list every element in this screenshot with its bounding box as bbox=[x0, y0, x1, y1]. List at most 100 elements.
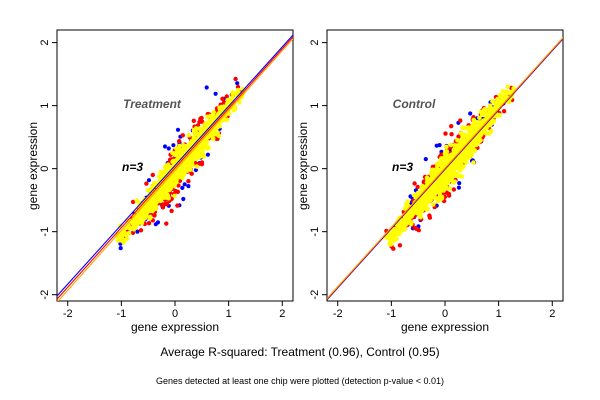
scatter-point bbox=[199, 162, 205, 167]
scatter-point bbox=[434, 143, 439, 148]
scatter-point bbox=[152, 180, 157, 186]
fit-lines bbox=[57, 34, 293, 301]
scatter-point bbox=[466, 125, 471, 130]
scatter-point bbox=[455, 173, 461, 179]
scatter-point bbox=[483, 113, 488, 118]
scatter-point bbox=[235, 81, 240, 86]
scatter-point bbox=[135, 229, 140, 234]
scatter-point bbox=[181, 165, 186, 170]
scatter-point bbox=[213, 91, 218, 96]
scatter-point bbox=[473, 127, 478, 132]
scatter-point bbox=[166, 146, 171, 151]
point-cloud bbox=[384, 84, 516, 251]
scatter-point bbox=[402, 221, 407, 227]
scatter-point bbox=[446, 193, 452, 198]
scatter-point bbox=[411, 192, 417, 198]
scatter-point bbox=[175, 203, 180, 208]
scatter-point bbox=[152, 197, 157, 202]
scatter-point bbox=[175, 127, 181, 132]
scatter-point bbox=[211, 114, 217, 119]
scatter-point bbox=[130, 230, 136, 235]
scatter-point bbox=[487, 131, 492, 136]
footnote: Genes detected at least one chip were pl… bbox=[156, 376, 444, 386]
scatter-point bbox=[191, 153, 196, 159]
scatter-point bbox=[194, 164, 200, 169]
scatter-point bbox=[147, 214, 153, 220]
scatter-point bbox=[446, 166, 452, 172]
scatter-point bbox=[206, 145, 211, 151]
panel-title: Treatment bbox=[123, 97, 182, 111]
scatter-point bbox=[430, 202, 436, 207]
scatter-point bbox=[397, 243, 403, 248]
scatter-point bbox=[159, 171, 165, 177]
fit-line-red bbox=[57, 36, 293, 300]
scatter-point bbox=[484, 125, 490, 131]
scatter-point bbox=[117, 238, 122, 243]
scatter-point bbox=[460, 165, 465, 170]
scatter-point bbox=[224, 94, 229, 99]
scatter-point bbox=[153, 222, 158, 227]
scatter-point bbox=[389, 234, 394, 239]
scatter-point bbox=[412, 203, 418, 209]
scatter-point bbox=[159, 190, 165, 195]
scatter-point bbox=[496, 112, 501, 118]
scatter-point bbox=[192, 129, 197, 135]
scatter-point bbox=[174, 146, 179, 151]
scatter-point bbox=[444, 190, 449, 195]
x-tick-label: -2 bbox=[63, 308, 73, 320]
scatter-point bbox=[444, 149, 450, 154]
scatter-point bbox=[460, 135, 466, 140]
scatter-point bbox=[430, 167, 435, 173]
scatter-point bbox=[506, 99, 512, 105]
scatter-point bbox=[457, 181, 462, 186]
scatter-point bbox=[146, 178, 152, 183]
scatter-point bbox=[231, 107, 236, 113]
fit-line-blue bbox=[57, 34, 293, 297]
scatter-point bbox=[130, 199, 136, 205]
scatter-point bbox=[181, 196, 186, 202]
scatter-point bbox=[180, 133, 185, 138]
scatter-point bbox=[467, 133, 472, 138]
scatter-point bbox=[402, 206, 408, 211]
scatter-point bbox=[511, 86, 516, 91]
scatter-panel-treatment: -2 -1 0 1 2 -2 -1 0 1 2 Treatment n=3 gene expre… bbox=[26, 29, 294, 334]
scatter-point bbox=[478, 109, 484, 115]
scatter-point bbox=[199, 148, 204, 153]
scatter-point bbox=[425, 206, 430, 212]
scatter-point bbox=[471, 160, 476, 165]
scatter-point bbox=[455, 165, 460, 170]
x-axis-label: gene expression bbox=[131, 320, 219, 334]
scatter-point bbox=[175, 189, 180, 194]
x-tick-label: -1 bbox=[386, 308, 396, 320]
scatter-point bbox=[476, 122, 482, 127]
scatter-point bbox=[166, 185, 172, 190]
scatter-point bbox=[394, 236, 399, 242]
scatter-point bbox=[223, 110, 228, 116]
scatter-point bbox=[395, 228, 400, 234]
scatter-point bbox=[427, 215, 433, 220]
scatter-point bbox=[397, 223, 403, 228]
x-axis-ticks: -2 -1 0 1 2 bbox=[333, 301, 555, 320]
scatter-point bbox=[444, 180, 449, 185]
scatter-point bbox=[417, 212, 422, 217]
scatter-point bbox=[186, 132, 192, 138]
scatter-point bbox=[464, 153, 469, 158]
scatter-point bbox=[444, 144, 449, 150]
scatter-point bbox=[451, 170, 457, 175]
x-tick-label: 2 bbox=[549, 308, 555, 320]
scatter-point bbox=[137, 200, 143, 206]
scatter-point bbox=[211, 129, 216, 134]
y-tick-label: 2 bbox=[309, 40, 321, 46]
scatter-point bbox=[402, 227, 408, 232]
scatter-point bbox=[122, 230, 127, 235]
scatter-point bbox=[445, 153, 451, 158]
scatter-point bbox=[412, 209, 418, 214]
scatter-point bbox=[193, 167, 198, 173]
scatter-point bbox=[156, 174, 162, 180]
scatter-point bbox=[417, 203, 422, 209]
y-tick-label: 1 bbox=[309, 103, 321, 109]
scatter-point bbox=[423, 199, 428, 205]
y-tick-label: 2 bbox=[39, 40, 51, 46]
scatter-point bbox=[217, 124, 222, 129]
scatter-point bbox=[387, 242, 393, 247]
